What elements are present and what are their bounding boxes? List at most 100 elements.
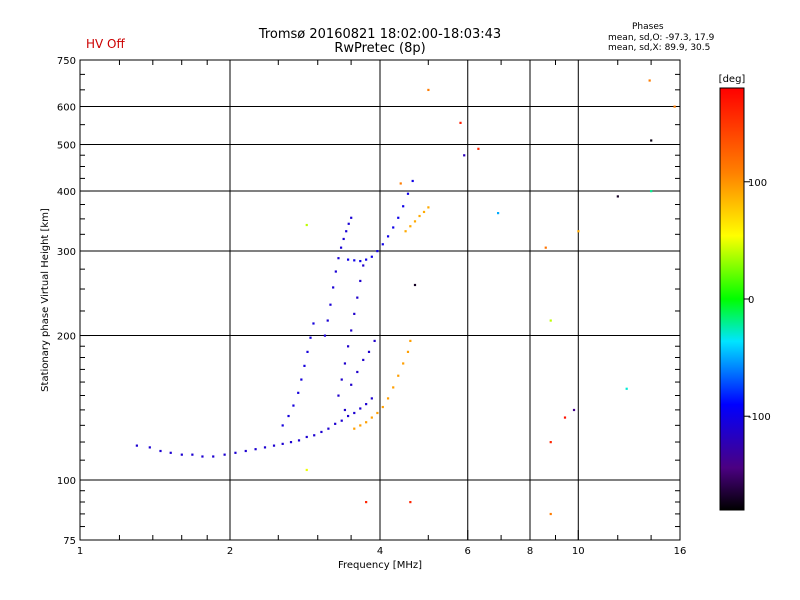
echo-point — [616, 195, 619, 198]
echo-point — [397, 216, 400, 219]
echo-point — [549, 441, 552, 444]
echo-point — [367, 350, 371, 353]
echo-point — [409, 500, 412, 504]
echo-point — [223, 453, 226, 456]
echo-point — [353, 427, 356, 430]
echo-point — [370, 397, 373, 400]
echo-point — [350, 383, 353, 386]
echo-point — [422, 210, 426, 214]
x-tick-label: 4 — [377, 546, 383, 557]
echo-point — [350, 329, 353, 332]
echo-point — [135, 444, 138, 447]
echo-point — [350, 216, 353, 219]
echo-point — [572, 408, 576, 412]
echo-point — [359, 407, 362, 410]
echo-point — [353, 312, 356, 315]
echo-point — [549, 512, 552, 516]
echo-point — [386, 235, 390, 238]
echo-point — [650, 190, 653, 193]
y-tick-label: 600 — [57, 103, 76, 114]
echo-point — [402, 205, 405, 208]
echo-point — [392, 226, 395, 229]
echo-point — [346, 258, 350, 261]
echo-point — [281, 424, 284, 427]
echo-point — [399, 182, 402, 185]
echo-point — [411, 179, 414, 183]
echo-point — [297, 439, 301, 442]
echo-point — [409, 339, 412, 343]
echo-point — [287, 414, 290, 418]
echo-point — [625, 387, 628, 390]
echo-point — [650, 139, 653, 142]
echo-point — [353, 259, 356, 262]
echo-point — [345, 230, 348, 233]
echo-point — [459, 121, 462, 124]
echo-point — [376, 411, 379, 415]
colorbar-tick-label: 0 — [748, 295, 754, 306]
echo-point — [386, 397, 390, 400]
echo-point — [339, 246, 343, 249]
echo-point — [413, 283, 417, 287]
y-tick-label: 500 — [57, 141, 76, 152]
echo-point — [305, 435, 308, 439]
x-tick-label: 16 — [674, 546, 687, 557]
echo-point — [305, 468, 308, 472]
echo-point — [180, 453, 183, 456]
echo-point — [365, 403, 368, 406]
colorbar-label: [deg] — [719, 74, 746, 85]
echo-point — [334, 270, 337, 273]
echo-point — [272, 444, 276, 447]
echo-point — [148, 446, 151, 449]
x-tick-label: 10 — [572, 546, 585, 557]
echo-point — [292, 404, 295, 407]
echo-point — [362, 264, 365, 267]
echo-point — [402, 362, 405, 365]
colorbar-gradient — [719, 87, 745, 511]
echo-point — [169, 451, 172, 454]
echo-point — [673, 105, 676, 108]
echo-point — [381, 405, 384, 409]
echo-point — [327, 427, 330, 430]
echo-point — [362, 358, 365, 362]
echo-point — [373, 339, 376, 343]
echo-point — [244, 449, 247, 453]
echo-point — [648, 79, 651, 82]
grid-lines — [80, 60, 680, 540]
echo-point — [343, 408, 347, 412]
phases-title: Phases — [632, 22, 664, 32]
echo-point — [289, 441, 293, 444]
echo-point — [334, 422, 337, 425]
chart-title-line1: Tromsø 20160821 18:02:00-18:03:43 — [258, 27, 502, 42]
echo-point — [347, 222, 350, 225]
colorbar-tick-label: 100 — [748, 178, 767, 189]
echo-point — [427, 88, 430, 92]
echo-point — [381, 243, 384, 246]
echo-point — [356, 370, 359, 374]
echo-point — [406, 192, 410, 195]
echo-point — [413, 220, 417, 223]
echo-point — [346, 414, 350, 418]
y-tick-label: 75 — [63, 536, 76, 547]
echo-point — [496, 212, 500, 215]
echo-point — [544, 246, 547, 249]
echo-point — [370, 255, 373, 258]
y-tick-label: 300 — [57, 247, 76, 258]
echo-point — [337, 257, 340, 260]
y-tick-label: 200 — [57, 332, 76, 343]
axis-ticks: 1 2 4 6 8 10 16 75 100 200 300 400 500 600 750 — [57, 56, 686, 557]
echo-point — [397, 374, 400, 377]
y-axis-label: Stationary phase Virtual Height [km] — [40, 208, 51, 392]
echo-point — [281, 442, 284, 445]
echo-point — [313, 434, 316, 437]
echo-point — [463, 154, 466, 157]
chart-title-line2: RwPretec (8p) — [334, 41, 426, 56]
echo-point — [406, 350, 410, 353]
echo-point — [306, 350, 309, 353]
echo-point — [263, 446, 267, 449]
echo-point — [549, 319, 552, 322]
echo-point — [392, 386, 395, 389]
echo-point — [365, 258, 368, 261]
colorbar: [deg] 100 0 -100 — [719, 74, 771, 511]
echo-point — [326, 319, 329, 322]
echo-point — [305, 223, 308, 227]
